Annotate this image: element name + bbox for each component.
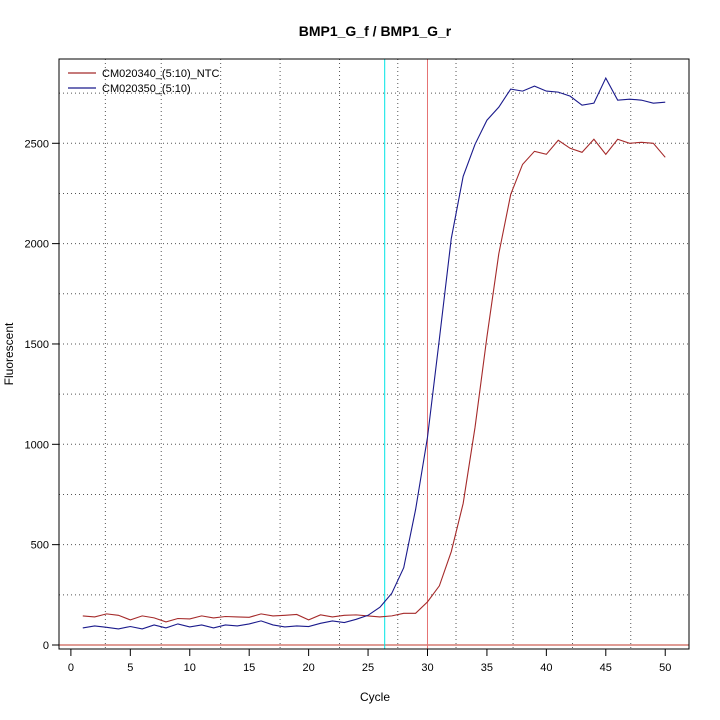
y-axis: 0 500 1000 1500 2000 2500 (25, 138, 60, 652)
x-axis: 0 5 10 15 20 25 30 35 40 45 50 (68, 648, 671, 674)
y-tick-label: 2500 (25, 138, 49, 150)
y-axis-label: Fluorescent (2, 322, 16, 385)
y-tick-label: 1000 (25, 439, 49, 451)
legend-label: CM020340_(5:10)_NTC (102, 68, 219, 80)
x-tick-label: 50 (659, 662, 671, 674)
y-tick-label: 1500 (25, 339, 49, 351)
x-tick-label: 0 (68, 662, 74, 674)
series-line (82, 138, 666, 623)
x-tick-label: 5 (127, 662, 133, 674)
x-tick-label: 10 (184, 662, 196, 674)
x-axis-label: Cycle (360, 690, 390, 704)
y-tick-label: 500 (31, 540, 49, 552)
x-tick-label: 25 (362, 662, 374, 674)
x-tick-label: 40 (540, 662, 552, 674)
x-tick-label: 15 (243, 662, 255, 674)
grid-layer (59, 59, 689, 649)
chart-title: BMP1_G_f / BMP1_G_r (299, 23, 452, 39)
legend: CM020340_(5:10)_NTC CM020350_(5:10) (68, 68, 219, 95)
series-line (82, 76, 666, 630)
x-tick-label: 30 (421, 662, 433, 674)
y-tick-label: 0 (43, 640, 49, 652)
legend-label: CM020350_(5:10) (102, 83, 191, 95)
cycle-marker-layer (59, 59, 689, 649)
x-tick-label: 20 (302, 662, 314, 674)
plot-frame (58, 58, 690, 650)
x-tick-label: 45 (600, 662, 612, 674)
series-layer (82, 76, 666, 630)
x-tick-label: 35 (481, 662, 493, 674)
y-tick-label: 2000 (25, 239, 49, 251)
